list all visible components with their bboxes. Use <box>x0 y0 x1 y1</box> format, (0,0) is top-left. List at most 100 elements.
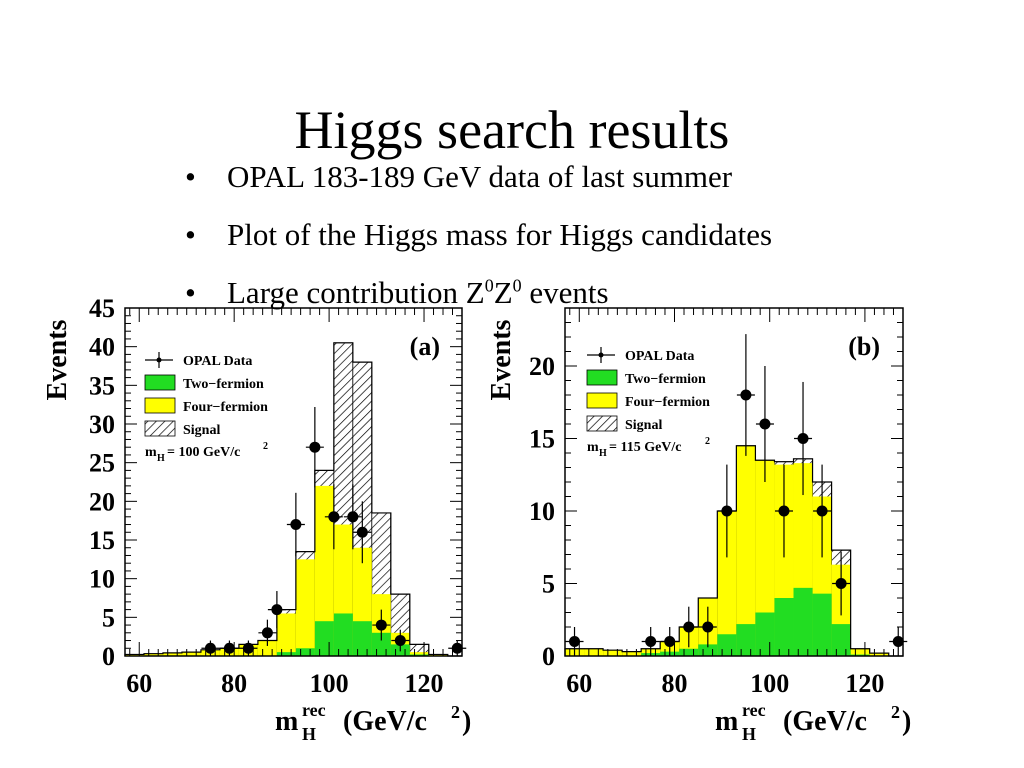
two-fermion-bar <box>333 613 353 656</box>
y-tick-label: 0 <box>102 642 115 671</box>
data-point <box>375 619 387 631</box>
data-point <box>816 505 828 517</box>
x-axis-label-sub: H <box>302 724 316 744</box>
two-fermion-bar <box>774 598 794 656</box>
data-point <box>645 636 657 647</box>
bullet-text: Z <box>493 275 513 310</box>
mass-annotation-sup: 2 <box>263 441 268 452</box>
data-point <box>356 526 368 538</box>
y-tick-label: 10 <box>529 497 555 526</box>
legend-swatch-signal <box>586 415 618 432</box>
four-fermion-bar <box>181 652 201 656</box>
x-tick-label: 60 <box>566 669 592 698</box>
bullet-text: Large contribution Z <box>227 275 485 310</box>
y-tick-label: 5 <box>542 570 555 599</box>
legend-data-symbol <box>598 352 604 358</box>
two-fermion-bar <box>295 648 315 656</box>
two-fermion-bar <box>698 644 718 656</box>
data-point <box>797 433 809 444</box>
x-tick-label: 120 <box>405 669 444 698</box>
two-fermion-bar <box>831 624 851 656</box>
mass-annotation-value: = 100 GeV/c <box>167 445 240 460</box>
x-axis-label-unit-end: ) <box>462 706 471 737</box>
y-axis-label: Events <box>486 319 517 400</box>
four-fermion-bar <box>428 654 448 656</box>
legend-swatch-four-fermion <box>586 392 618 409</box>
y-tick-label: 45 <box>89 294 115 323</box>
four-fermion-bar <box>717 511 737 656</box>
legend-swatch-signal <box>144 420 176 437</box>
four-fermion-bar <box>850 648 870 656</box>
four-fermion-bar <box>409 652 429 656</box>
four-fermion-bar <box>276 613 296 656</box>
legend-label: Signal <box>183 423 220 438</box>
data-point <box>394 635 406 647</box>
bullet-glyph: • <box>185 159 196 194</box>
two-fermion-bar <box>793 587 813 656</box>
panel-label: (a) <box>410 332 440 361</box>
legend-swatch-four-fermion <box>144 397 176 414</box>
legend-data-symbol <box>156 357 162 363</box>
bullet-sup: 0 <box>484 275 494 296</box>
legend-swatch-two-fermion <box>144 374 176 391</box>
x-tick-label: 120 <box>845 669 884 698</box>
data-point <box>271 604 283 616</box>
y-tick-label: 40 <box>89 333 115 362</box>
two-fermion-bar <box>679 648 699 656</box>
y-tick-label: 20 <box>89 487 115 516</box>
two-fermion-bar <box>409 654 429 656</box>
mass-annotation-sup: 2 <box>705 436 710 447</box>
legend-label: Signal <box>625 418 662 433</box>
bullet-item: • OPAL 183-189 GeV data of last summer <box>185 148 772 206</box>
x-tick-label: 60 <box>126 669 152 698</box>
two-fermion-bar <box>276 652 296 656</box>
data-point <box>664 636 676 647</box>
y-tick-label: 5 <box>102 603 115 632</box>
data-point <box>569 636 581 647</box>
y-tick-label: 10 <box>89 565 115 594</box>
x-axis-label-unit: (GeV/c <box>783 706 867 737</box>
legend-swatch-two-fermion <box>586 369 618 386</box>
y-tick-label: 20 <box>529 352 555 381</box>
bullet-item: • Large contribution Z0Z0 events <box>185 264 772 322</box>
x-axis-label-unit-sup: 2 <box>451 702 460 722</box>
data-point <box>223 642 235 654</box>
mass-annotation-symbol: m <box>587 440 599 455</box>
data-point <box>204 642 216 654</box>
x-tick-label: 100 <box>750 669 789 698</box>
x-axis-label-unit: (GeV/c <box>343 706 427 737</box>
x-axis-label-symbol: m <box>275 706 298 737</box>
data-point <box>290 519 302 531</box>
bullet-sup: 0 <box>512 275 522 296</box>
two-fermion-bar <box>812 593 832 656</box>
panel-label: (b) <box>848 332 880 361</box>
two-fermion-bar <box>352 621 372 656</box>
four-fermion-bar <box>295 559 315 656</box>
data-point <box>702 621 714 633</box>
x-axis-label-sup: rec <box>302 700 326 720</box>
legend-label: Four−fermion <box>625 395 710 410</box>
bullet-list: • OPAL 183-189 GeV data of last summer • P… <box>185 148 772 322</box>
two-fermion-bar <box>755 612 775 656</box>
slide-title: Higgs search results <box>294 100 730 160</box>
mass-annotation-sub: H <box>157 453 165 464</box>
histogram-outline <box>564 445 903 657</box>
data-point <box>759 418 771 430</box>
x-axis-label-unit-sup: 2 <box>891 702 900 722</box>
bullet-item: • Plot of the Higgs mass for Higgs candid… <box>185 206 772 264</box>
mass-annotation-symbol: m <box>145 445 157 460</box>
data-point <box>242 642 254 654</box>
y-tick-label: 25 <box>89 449 115 478</box>
data-point <box>347 511 359 523</box>
bullet-glyph: • <box>185 217 196 252</box>
y-tick-label: 15 <box>89 526 115 555</box>
four-fermion-bar <box>314 485 334 656</box>
x-axis-label-sub: H <box>742 724 756 744</box>
legend-label: Two−fermion <box>625 372 706 387</box>
four-fermion-bar <box>143 653 163 656</box>
mass-annotation-sub: H <box>599 448 607 459</box>
bullet-text: events <box>521 275 609 310</box>
data-point <box>683 621 695 633</box>
